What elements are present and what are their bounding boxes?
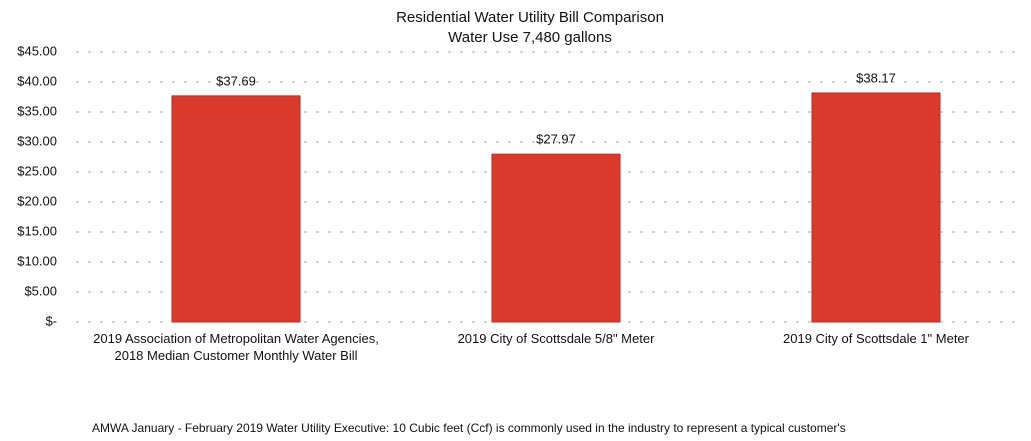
- bar: [811, 92, 941, 323]
- y-tick-label: $10.00: [17, 253, 57, 268]
- value-label: $27.97: [536, 132, 576, 147]
- y-tick-label: $15.00: [17, 223, 57, 238]
- value-label: $38.17: [856, 70, 896, 85]
- value-label: $37.69: [216, 73, 256, 88]
- x-tick-label: 2019 City of Scottsdale 1" Meter: [783, 331, 969, 346]
- chart-title: Residential Water Utility Bill Compariso…: [396, 9, 664, 26]
- y-tick-label: $35.00: [17, 103, 57, 118]
- x-tick-label: 2019 Association of Metropolitan Water A…: [93, 331, 379, 363]
- y-tick-label: $20.00: [17, 193, 57, 208]
- bar: [491, 153, 621, 323]
- y-tick-label: $25.00: [17, 163, 57, 178]
- y-tick-label: $5.00: [24, 283, 57, 298]
- y-tick-label: $30.00: [17, 133, 57, 148]
- x-tick-label: 2019 City of Scottsdale 5/8" Meter: [457, 331, 655, 346]
- footnote: AMWA January - February 2019 Water Utili…: [92, 421, 846, 435]
- y-tick-label: $40.00: [17, 73, 57, 88]
- y-tick-label: $45.00: [17, 43, 57, 58]
- y-tick-label: $-: [45, 313, 57, 328]
- chart-subtitle: Water Use 7,480 gallons: [448, 29, 612, 46]
- bar: [171, 95, 301, 323]
